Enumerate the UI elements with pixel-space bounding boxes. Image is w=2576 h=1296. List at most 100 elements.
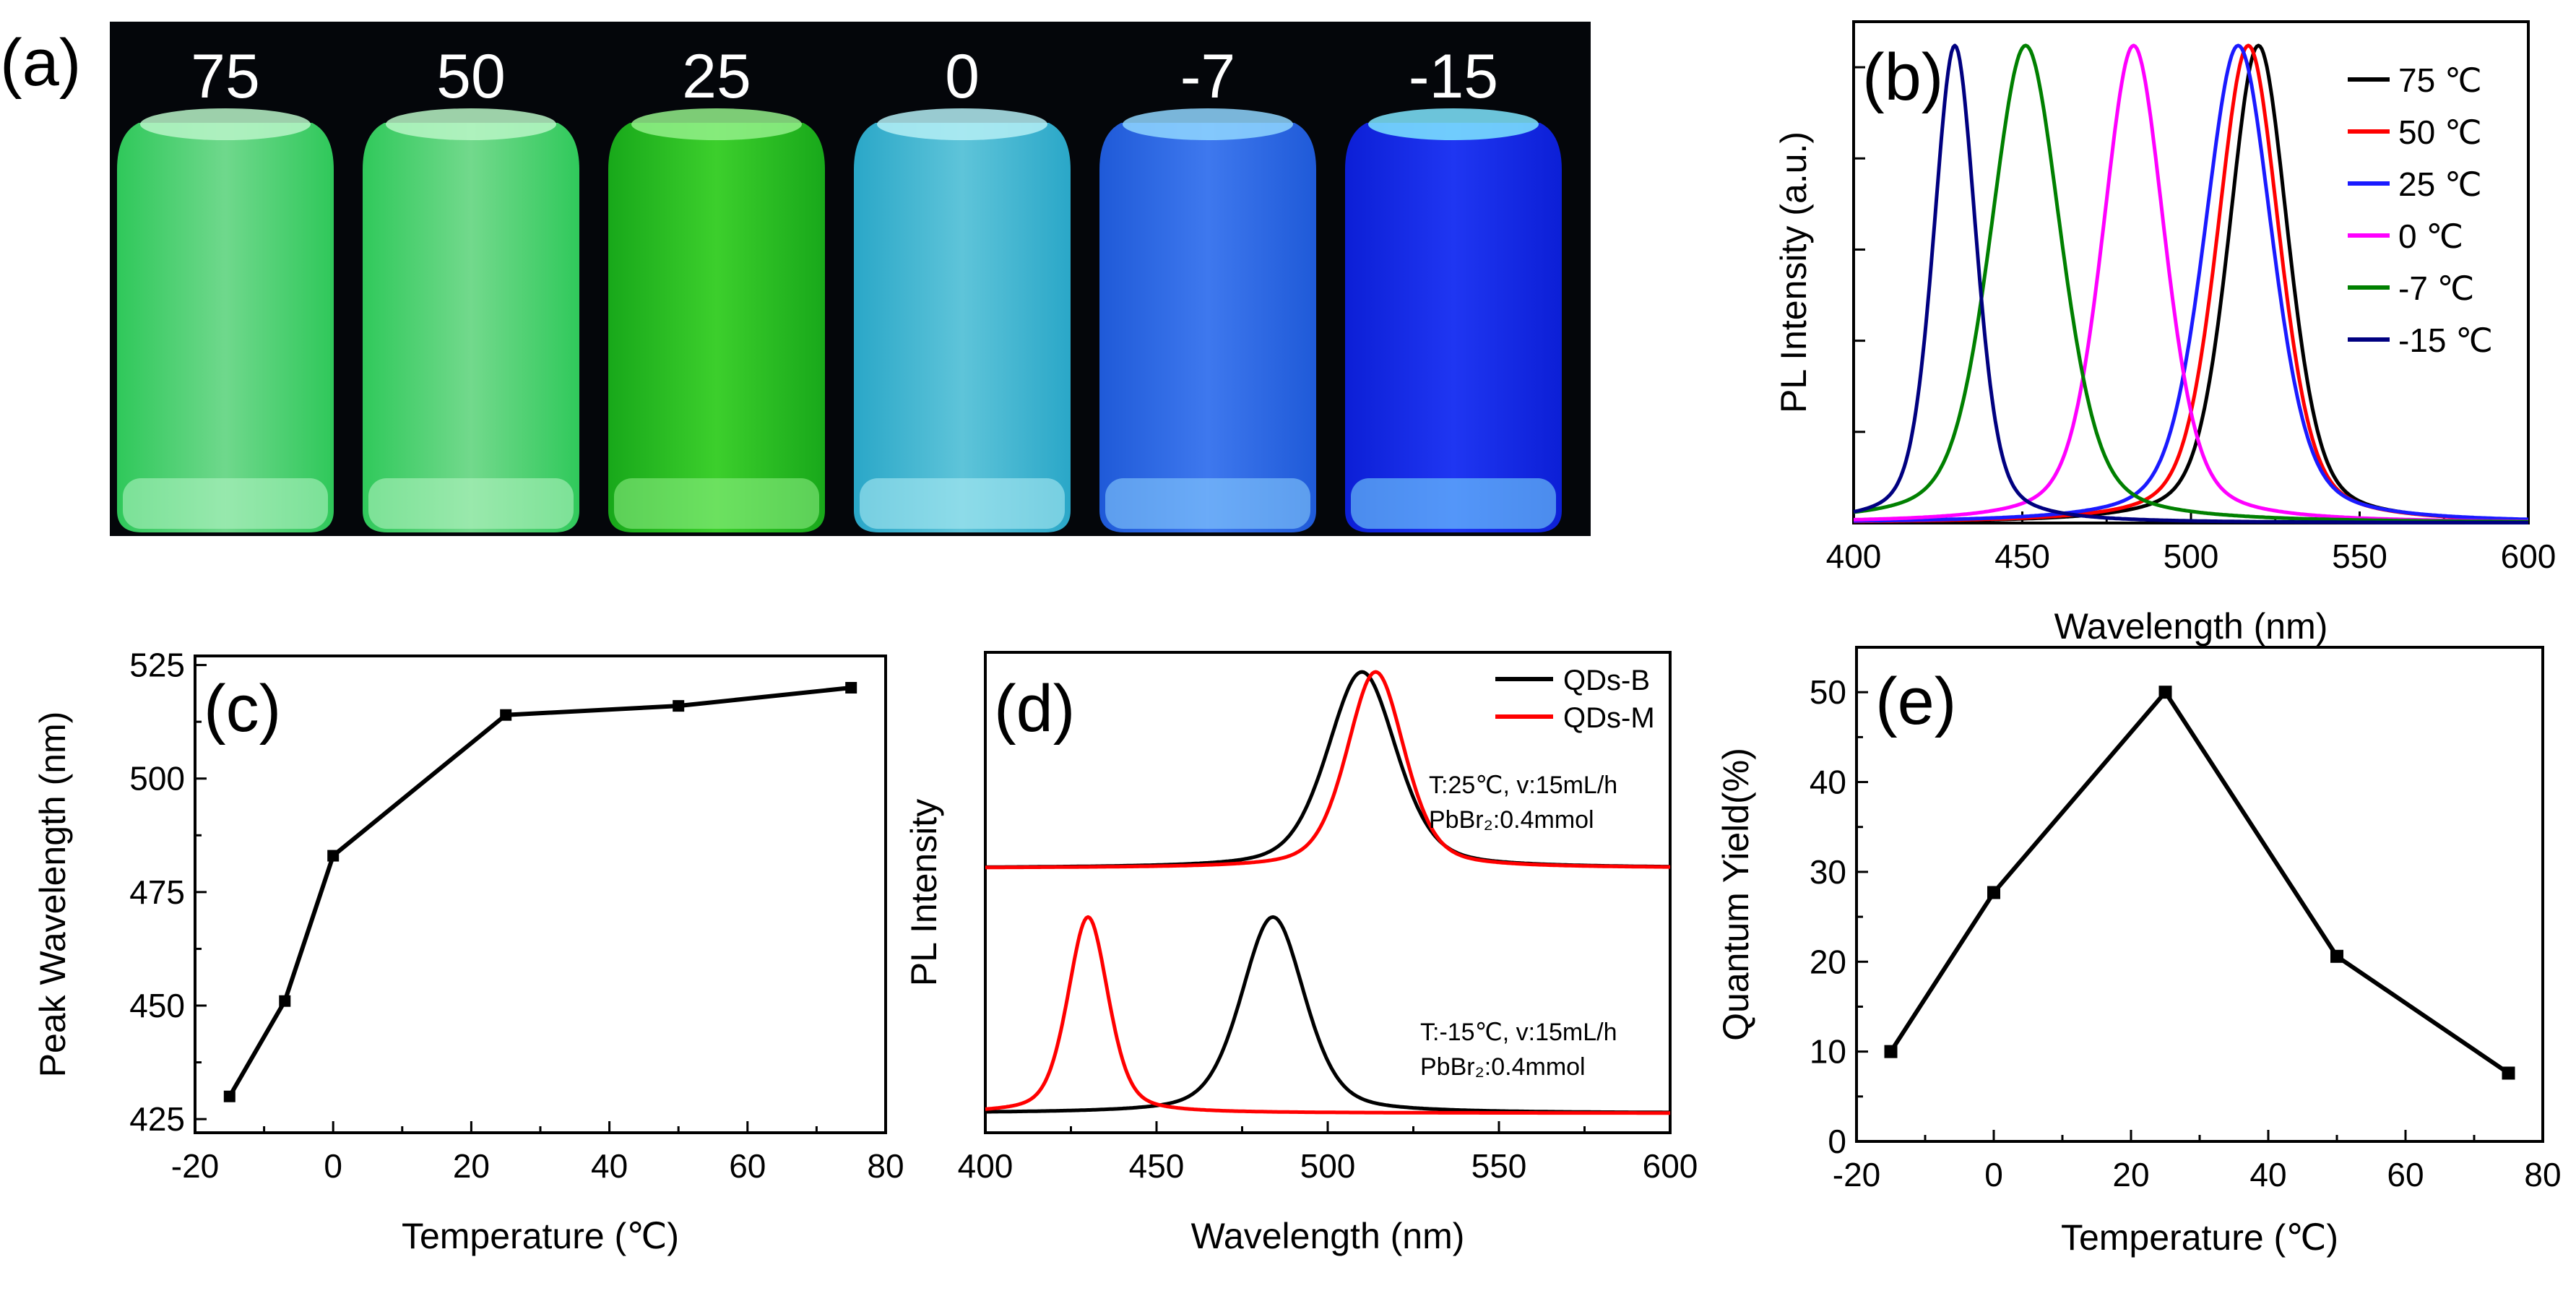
x-tick-label: 60: [729, 1147, 766, 1185]
x-tick-label: 400: [1826, 537, 1882, 575]
spectrum-line: [985, 915, 1671, 1115]
photo-background: [110, 22, 1591, 536]
x-axis-label: Temperature (℃): [2061, 1217, 2338, 1258]
panel-label-c: (c): [204, 672, 281, 746]
panel-label-e: (e): [1875, 665, 1956, 738]
panel-d-pl-comparison-chart: 400 450 500 550 600 Wavelength (nm) PL Intensi…: [904, 651, 1698, 1256]
vial-4: -7: [1099, 42, 1316, 532]
data-point: [279, 995, 291, 1007]
data-point: [2502, 1066, 2515, 1080]
vial-neck-glow: [631, 108, 802, 140]
spectrum-line: [985, 670, 1671, 869]
data-point: [500, 709, 512, 721]
data-point: [1987, 886, 2000, 899]
x-tick-label: 450: [1129, 1147, 1185, 1185]
data-point: [2330, 949, 2343, 963]
x-tick-label: 20: [2112, 1156, 2149, 1193]
vial-bottom-glow: [368, 478, 574, 529]
y-axis-label: PL Intensity: [904, 799, 944, 986]
annotation-line: PbBr₂:0.4mmol: [1420, 1053, 1586, 1081]
vial-body: [854, 123, 1071, 532]
y-tick-label: 425: [129, 1100, 185, 1138]
legend-entry: -7 ℃: [2398, 269, 2474, 307]
spectrum-line: [1853, 43, 2529, 524]
data-point: [673, 700, 685, 712]
vial-temperature-label: 50: [436, 42, 506, 111]
y-tick-label: 475: [129, 873, 185, 911]
vial-neck-glow: [1123, 108, 1293, 140]
x-tick-label: -20: [171, 1147, 219, 1185]
x-tick-label: 600: [1643, 1147, 1698, 1185]
x-tick-label: 550: [1471, 1147, 1527, 1185]
legend-entry: 50 ℃: [2398, 113, 2482, 151]
vial-neck-glow: [140, 108, 311, 140]
y-axis-label: PL Intensity (a.u.): [1773, 131, 1814, 413]
vial-neck-glow: [877, 108, 1047, 140]
data-line: [228, 686, 852, 1098]
plot-frame: [1855, 646, 2544, 1143]
vial-temperature-label: 0: [945, 42, 980, 111]
legend-entry: 75 ℃: [2398, 61, 2482, 99]
vial-temperature-label: -7: [1180, 42, 1235, 111]
y-tick-label: 500: [129, 760, 185, 798]
y-tick-label: 0: [1828, 1123, 1846, 1160]
vial-bottom-glow: [123, 478, 328, 529]
vial-neck-glow: [1368, 108, 1539, 140]
x-tick-label: 40: [2249, 1156, 2286, 1193]
x-tick-label: 400: [958, 1147, 1013, 1185]
spectrum-line: [985, 915, 1671, 1115]
y-tick-label: 40: [1810, 764, 1846, 801]
vial-group: 75 50 25 0 -7 -15: [117, 42, 1562, 532]
y-axis-label: Peak Wavelength (nm): [33, 712, 73, 1078]
vial-body: [1099, 123, 1316, 532]
data-point: [845, 682, 857, 694]
x-tick-label: -20: [1833, 1156, 1880, 1193]
spectrum-line: [985, 670, 1671, 870]
vial-3: 0: [854, 42, 1071, 532]
y-tick-label: 525: [129, 647, 185, 684]
y-tick-label: 20: [1810, 943, 1846, 980]
data-point: [223, 1090, 235, 1102]
x-tick-label: 500: [2164, 537, 2219, 575]
y-tick-label: 450: [129, 987, 185, 1024]
panel-b-spectra-chart: 400 450 500 550 600 Wavelength (nm) PL Intensi…: [1773, 20, 2556, 647]
vial-body: [117, 123, 334, 532]
x-tick-label: 80: [867, 1147, 904, 1185]
vial-bottom-glow: [614, 478, 819, 529]
vial-body: [608, 123, 825, 532]
data-line: [1888, 688, 2510, 1075]
vial-body: [363, 123, 579, 532]
x-tick-label: 450: [1994, 537, 2050, 575]
vial-neck-glow: [386, 108, 556, 140]
data-point: [327, 850, 340, 862]
vial-5: -15: [1345, 42, 1562, 532]
y-tick-label: 30: [1810, 853, 1846, 891]
vial-bottom-glow: [1351, 478, 1556, 529]
vial-bottom-glow: [1105, 478, 1310, 529]
y-axis-label: Quantum Yield(%): [1716, 748, 1756, 1041]
vial-temperature-label: -15: [1409, 42, 1498, 111]
vial-2: 25: [608, 42, 825, 532]
panel-a-photo: 75 50 25 0 -7 -15: [110, 22, 1591, 536]
vial-bottom-glow: [860, 478, 1065, 529]
panel-label-a: (a): [0, 26, 81, 100]
vial-temperature-label: 25: [682, 42, 751, 111]
x-tick-label: 0: [1984, 1156, 2003, 1193]
x-tick-label: 40: [591, 1147, 628, 1185]
annotation-line: PbBr₂:0.4mmol: [1429, 806, 1594, 834]
vial-body: [1345, 123, 1562, 532]
x-tick-label: 500: [1300, 1147, 1356, 1185]
legend-entry: -15 ℃: [2398, 321, 2493, 359]
vial-temperature-label: 75: [191, 42, 260, 111]
vial-1: 50: [363, 42, 579, 532]
x-axis-label: Temperature (℃): [402, 1216, 679, 1256]
y-tick-label: 10: [1810, 1033, 1846, 1071]
x-tick-label: 20: [453, 1147, 490, 1185]
data-point: [2158, 686, 2172, 699]
panel-label-b: (b): [1862, 40, 1943, 114]
legend-entry: QDs-M: [1563, 702, 1655, 734]
data-point: [1884, 1045, 1898, 1058]
